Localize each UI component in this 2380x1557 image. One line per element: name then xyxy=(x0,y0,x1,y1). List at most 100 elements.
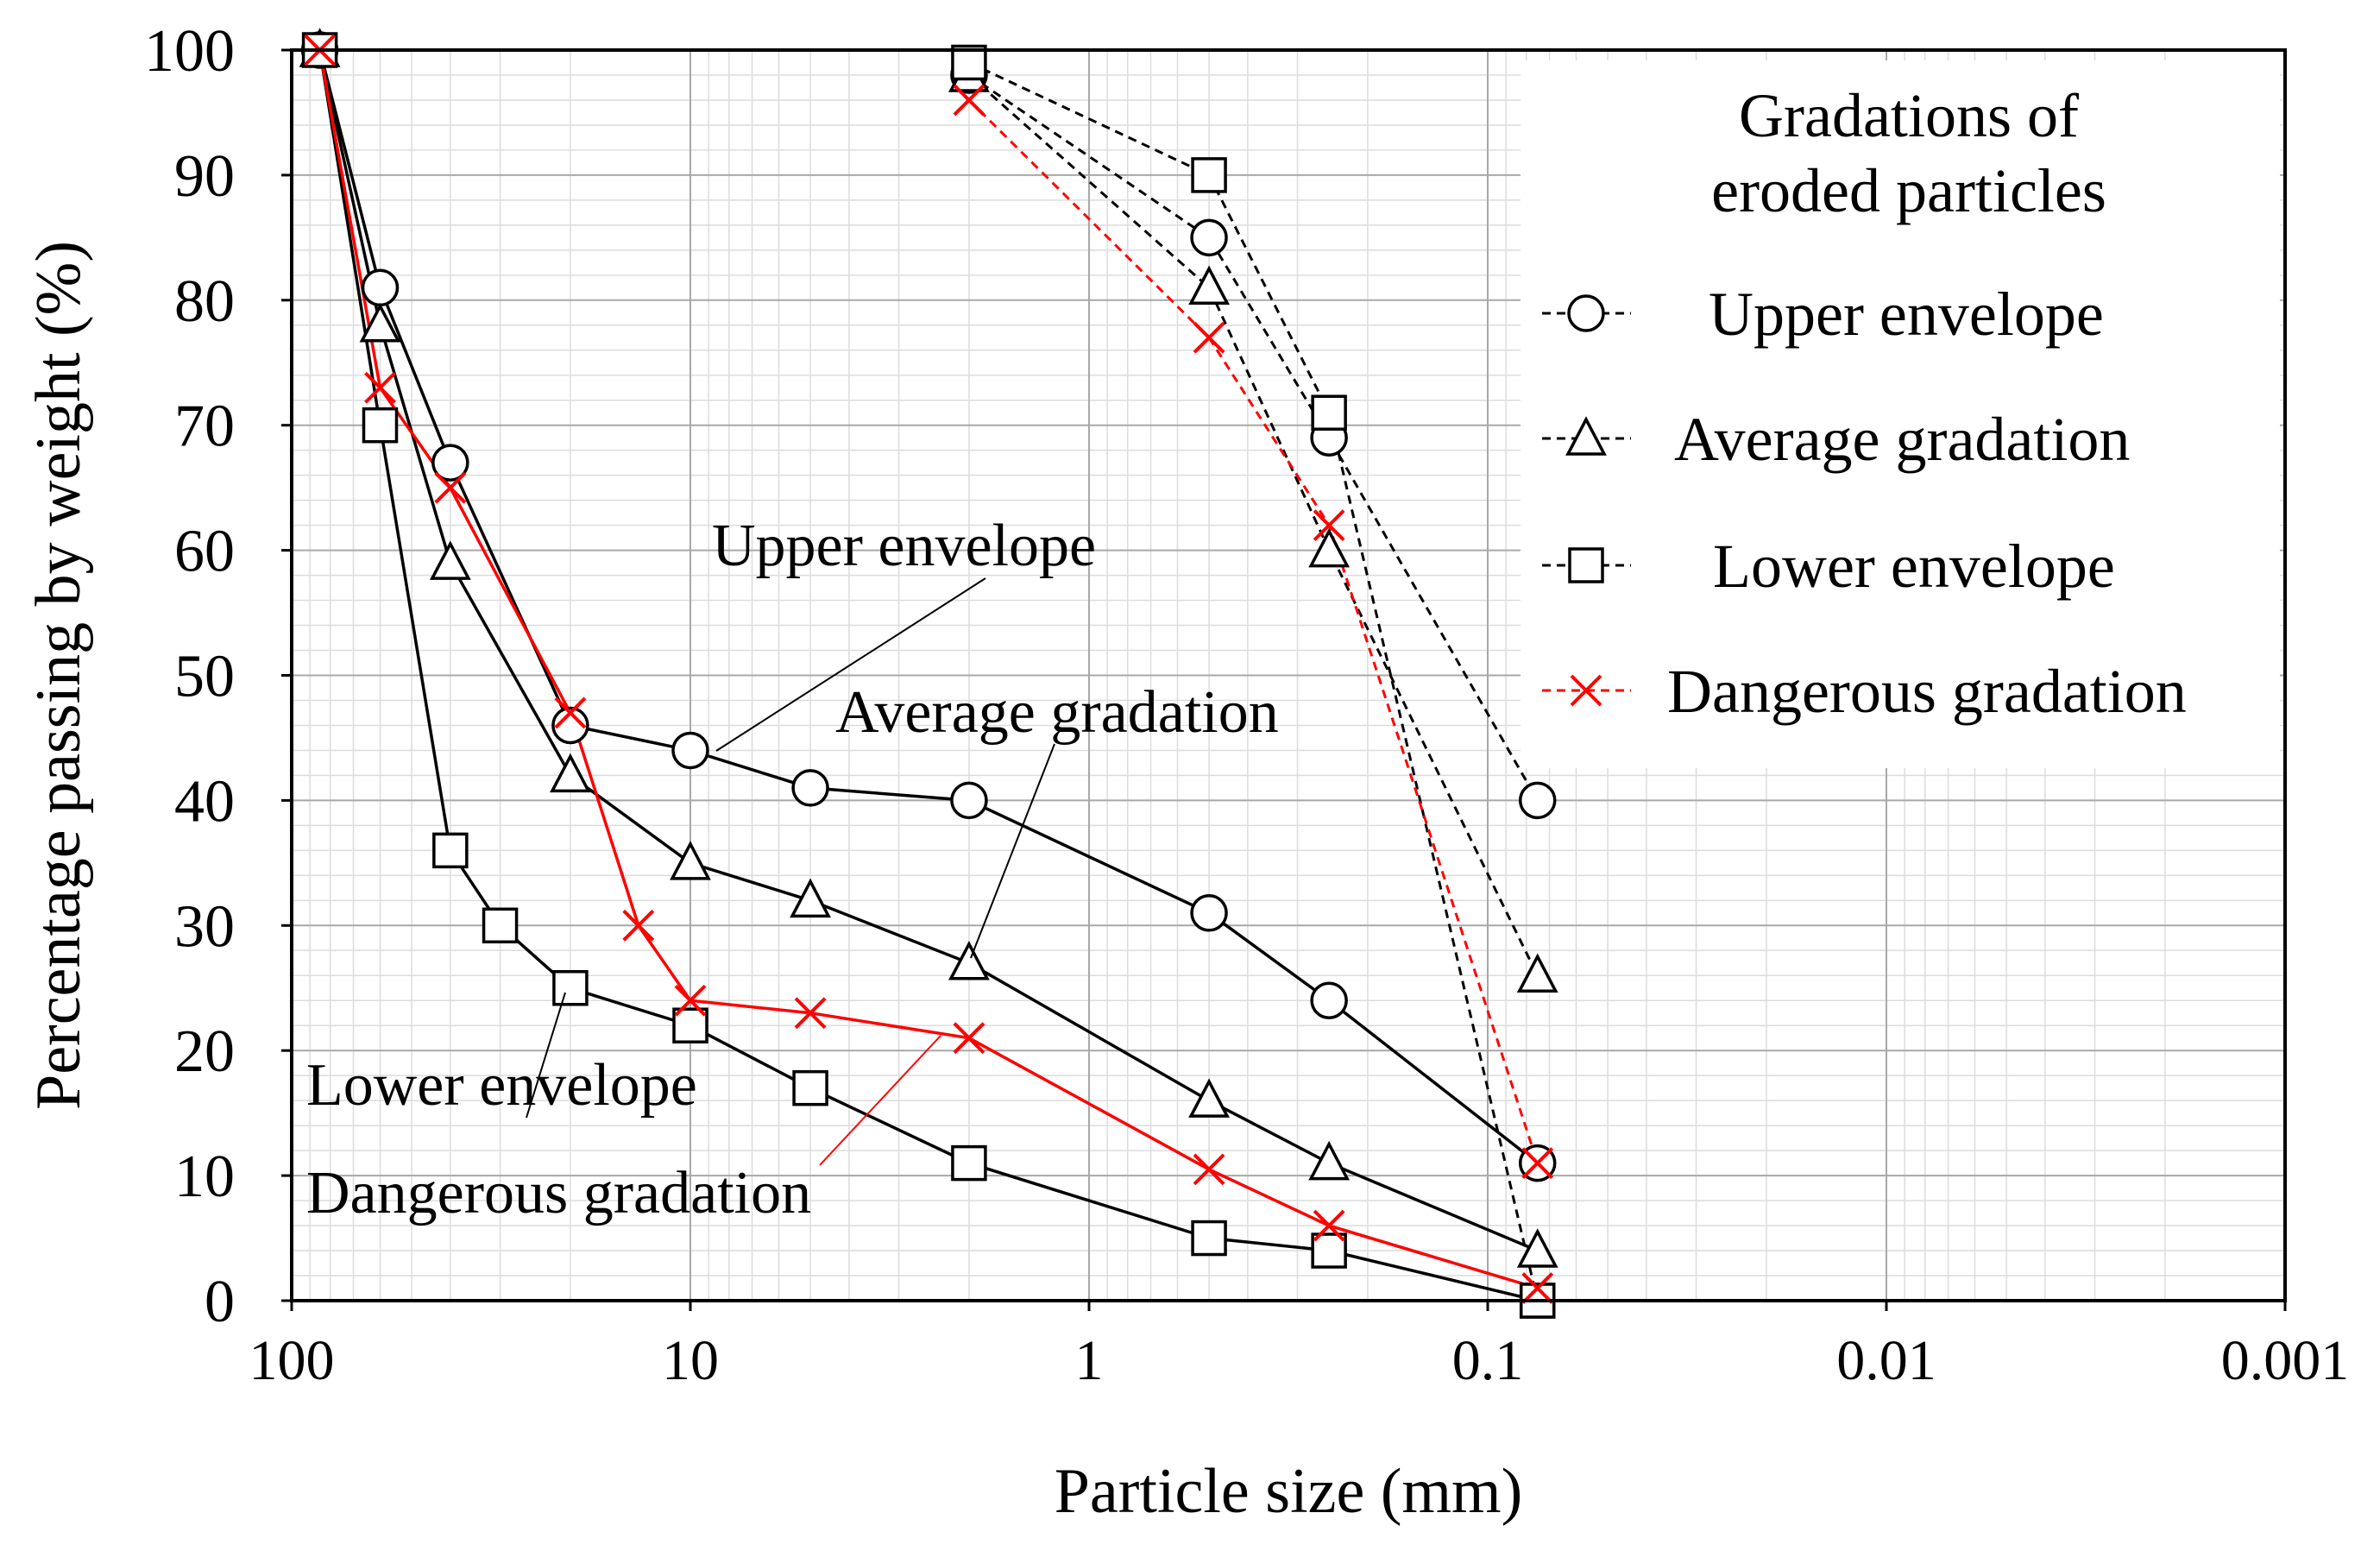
x-marker-stroke xyxy=(1521,1147,1554,1180)
y-tick-label: 40 xyxy=(174,768,235,835)
x-marker-stroke xyxy=(1313,509,1345,542)
square-marker xyxy=(1191,1220,1227,1257)
soil-lower-envelope-point xyxy=(552,970,589,1006)
soil-dangerous-gradation-point xyxy=(674,984,707,1017)
x-marker-stroke xyxy=(794,997,827,1030)
soil-upper-envelope-point xyxy=(551,706,589,745)
soil-dangerous-gradation-point xyxy=(1193,1153,1225,1186)
x-marker-stroke xyxy=(953,1022,985,1055)
legend-background xyxy=(1521,60,2280,768)
x-marker-stroke xyxy=(1570,674,1602,707)
triangle-marker xyxy=(359,303,401,343)
soil-average-gradation-point xyxy=(550,753,591,793)
soil-upper-envelope-point xyxy=(361,268,400,307)
annotations: Upper envelope Average gradation Lower env… xyxy=(306,513,1279,1226)
soil-average-gradation-line xyxy=(318,49,1539,1252)
square-marker xyxy=(672,1007,708,1043)
annotation-upper-envelope-label: Upper envelope xyxy=(712,513,1096,579)
circle-marker xyxy=(950,781,988,820)
soil-dangerous-gradation-point xyxy=(364,371,396,404)
y-tick-label: 60 xyxy=(174,519,235,585)
x-marker-stroke xyxy=(1521,1272,1554,1304)
x-marker-stroke xyxy=(674,984,707,1017)
soil-lower-envelope-point xyxy=(672,1007,708,1043)
soil-upper-envelope-point xyxy=(1190,894,1228,932)
soil-lower-envelope-point xyxy=(792,1069,828,1106)
soil-dangerous-gradation-point xyxy=(1521,1272,1554,1304)
soil-average-gradation-point xyxy=(429,540,471,580)
soil-dangerous-gradation-point xyxy=(554,697,587,729)
soil-average-gradation-point xyxy=(359,303,401,343)
legend-dangerous-gradation-marker xyxy=(1570,674,1602,707)
eroded-dangerous-gradation-point xyxy=(1313,509,1345,542)
eroded-average-gradation-point xyxy=(1308,527,1351,568)
soil-average-gradation-point xyxy=(1516,1228,1558,1268)
soil-average-gradation-point xyxy=(1308,1140,1351,1181)
y-tick-label: 50 xyxy=(174,644,235,710)
circle-marker xyxy=(671,731,709,770)
triangle-marker xyxy=(429,540,471,580)
x-marker-stroke xyxy=(1193,321,1225,354)
eroded-lower-envelope-line xyxy=(968,61,1539,1302)
triangle-marker xyxy=(1565,416,1607,456)
square-marker xyxy=(432,832,469,869)
eroded-dangerous-gradation-point xyxy=(1521,1147,1554,1180)
triangle-marker xyxy=(1516,1228,1558,1268)
circle-marker xyxy=(431,444,469,482)
triangle-marker xyxy=(1308,1140,1351,1181)
x-marker-stroke xyxy=(1313,1209,1345,1242)
eroded-upper-envelope-point xyxy=(1518,781,1557,820)
eroded-average-gradation-point xyxy=(1188,265,1230,306)
legend-upper-envelope-marker xyxy=(1567,294,1605,332)
soil-lower-envelope-point xyxy=(951,1144,987,1182)
square-marker xyxy=(362,407,399,444)
y-tick-label: 100 xyxy=(144,18,235,85)
x-marker-stroke xyxy=(364,371,396,404)
eroded-upper-envelope-point xyxy=(1190,218,1228,257)
triangle-marker xyxy=(550,753,591,793)
triangle-marker xyxy=(1516,953,1558,993)
x-marker-stroke xyxy=(953,84,985,117)
x-tick-label: 0.1 xyxy=(1452,1329,1524,1392)
x-marker-stroke xyxy=(434,471,467,504)
eroded-dangerous-gradation-line xyxy=(967,98,1539,1164)
soil-average-gradation-point xyxy=(790,878,831,918)
circle-marker xyxy=(791,769,829,807)
annotation-dangerous-gradation-label: Dangerous gradation xyxy=(306,1160,811,1226)
y-tick-label: 90 xyxy=(174,143,235,210)
square-marker xyxy=(951,1144,987,1182)
soil-average-gradation-point xyxy=(1188,1078,1230,1118)
annotation-average-gradation-leader xyxy=(970,743,1055,959)
x-marker-stroke xyxy=(622,909,655,942)
x-marker-stroke xyxy=(1193,1153,1225,1186)
triangle-marker xyxy=(1188,265,1230,306)
soil-lower-envelope-point xyxy=(1311,1232,1347,1269)
triangle-marker xyxy=(948,941,990,980)
y-tick-label: 10 xyxy=(174,1144,235,1210)
square-marker xyxy=(1311,394,1347,431)
y-tick-label: 0 xyxy=(205,1269,235,1335)
square-marker xyxy=(482,907,519,944)
legend-title-line-1: Gradations of xyxy=(1739,81,2079,150)
legend-average-gradation-marker xyxy=(1565,416,1607,456)
legend-upper-envelope-label: Upper envelope xyxy=(1709,280,2104,349)
annotation-average-gradation-label: Average gradation xyxy=(835,679,1279,746)
soil-dangerous-gradation-point xyxy=(434,471,467,504)
soil-upper-envelope-point xyxy=(431,444,469,482)
x-axis-title: Particle size (mm) xyxy=(1055,1456,1522,1527)
legend-lower-envelope-marker xyxy=(1568,547,1604,583)
square-marker xyxy=(1311,1232,1347,1269)
axes: 0 10 20 30 40 50 60 70 80 90 100 100 10 1 0.1 0.01 0.001… xyxy=(23,18,2349,1527)
circle-marker xyxy=(551,706,589,745)
legend-title-line-2: eroded particles xyxy=(1711,156,2106,225)
circle-marker xyxy=(1518,781,1557,820)
x-tick-label: 10 xyxy=(662,1329,719,1392)
triangle-marker xyxy=(670,841,711,880)
eroded-average-gradation-point xyxy=(1516,953,1558,993)
legend-average-gradation-label: Average gradation xyxy=(1674,405,2130,474)
square-marker xyxy=(792,1069,828,1106)
soil-lower-envelope-point xyxy=(432,832,469,869)
circle-marker xyxy=(1567,294,1605,332)
eroded-lower-envelope-point xyxy=(1311,394,1347,431)
